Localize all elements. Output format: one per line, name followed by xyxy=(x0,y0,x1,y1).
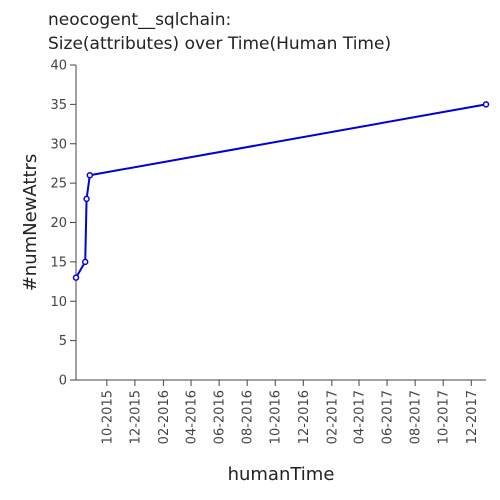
y-axis-label: #numNewAttrs xyxy=(20,154,41,292)
x-tick-label: 02-2016 xyxy=(157,390,172,444)
y-tick-label: 35 xyxy=(50,98,67,113)
data-point xyxy=(83,259,88,264)
x-tick-label: 10-2016 xyxy=(269,390,284,444)
x-tick-label: 12-2017 xyxy=(465,390,480,444)
y-tick-label: 20 xyxy=(50,216,67,231)
y-tick-label: 15 xyxy=(50,255,67,270)
data-point xyxy=(87,173,92,178)
y-tick-label: 0 xyxy=(59,374,67,389)
x-tick-label: 10-2017 xyxy=(437,390,452,444)
axes xyxy=(76,65,486,380)
y-tick-label: 30 xyxy=(50,137,67,152)
x-tick-label: 08-2016 xyxy=(241,390,256,444)
x-axis-ticks: 10-2015 12-2015 02-2016 04-2016 06-2016 08-20… xyxy=(100,380,479,444)
x-axis-label: humanTime xyxy=(228,464,335,485)
x-tick-label: 12-2015 xyxy=(128,390,143,444)
y-tick-label: 40 xyxy=(50,59,67,74)
y-tick-label: 25 xyxy=(50,177,67,192)
x-tick-label: 10-2015 xyxy=(100,390,115,444)
y-axis-ticks: 0 5 10 15 20 25 30 35 40 xyxy=(50,59,76,389)
x-tick-label: 02-2017 xyxy=(325,390,340,444)
x-tick-label: 08-2017 xyxy=(409,390,424,444)
data-point xyxy=(84,196,89,201)
y-tick-label: 5 xyxy=(59,334,67,349)
x-tick-label: 06-2016 xyxy=(213,390,228,444)
x-tick-label: 04-2017 xyxy=(352,390,367,444)
x-tick-label: 12-2016 xyxy=(297,390,312,444)
data-point xyxy=(74,275,79,280)
series-line xyxy=(76,104,486,277)
series-layer xyxy=(74,102,489,280)
x-tick-label: 04-2016 xyxy=(185,390,200,444)
y-tick-label: 10 xyxy=(50,295,67,310)
x-tick-label: 06-2017 xyxy=(381,390,396,444)
data-point xyxy=(484,102,489,107)
